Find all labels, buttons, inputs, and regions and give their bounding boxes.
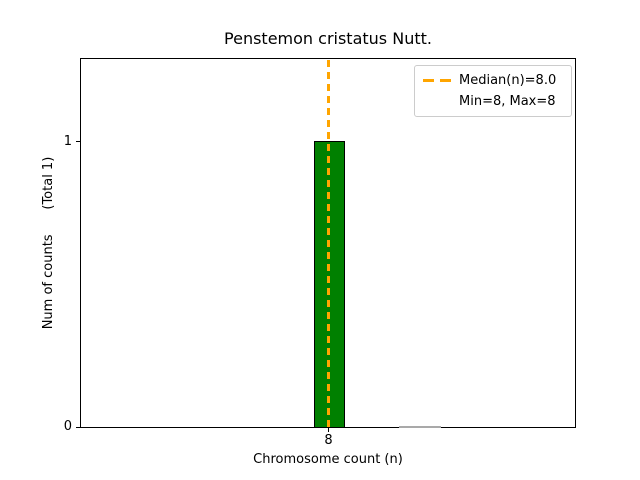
y-axis-tick-0 xyxy=(76,427,80,429)
gray-axis-segment xyxy=(399,426,441,428)
x-axis-tick-8 xyxy=(328,428,330,432)
plot-area xyxy=(80,58,576,428)
legend-label-median: Median(n)=8.0 xyxy=(459,72,557,88)
legend-entry-minmax: Min=8, Max=8 xyxy=(423,91,563,112)
y-tick-label-1: 1 xyxy=(63,134,72,149)
legend-label-minmax: Min=8, Max=8 xyxy=(459,93,556,109)
legend: Median(n)=8.0 Min=8, Max=8 xyxy=(414,65,572,117)
x-axis-label: Chromosome count (n) xyxy=(253,452,403,467)
orange-dashed-line-icon xyxy=(423,79,451,82)
median-line xyxy=(327,60,330,427)
x-tick-label-8: 8 xyxy=(324,433,333,448)
y-axis-tick-1 xyxy=(76,141,80,143)
empty-legend-handle xyxy=(423,100,451,103)
y-tick-label-0: 0 xyxy=(63,419,72,434)
legend-entry-median: Median(n)=8.0 xyxy=(423,70,563,91)
chart-title: Penstemon cristatus Nutt. xyxy=(224,29,432,48)
y-axis-label: Num of counts (Total 1) xyxy=(41,156,56,330)
